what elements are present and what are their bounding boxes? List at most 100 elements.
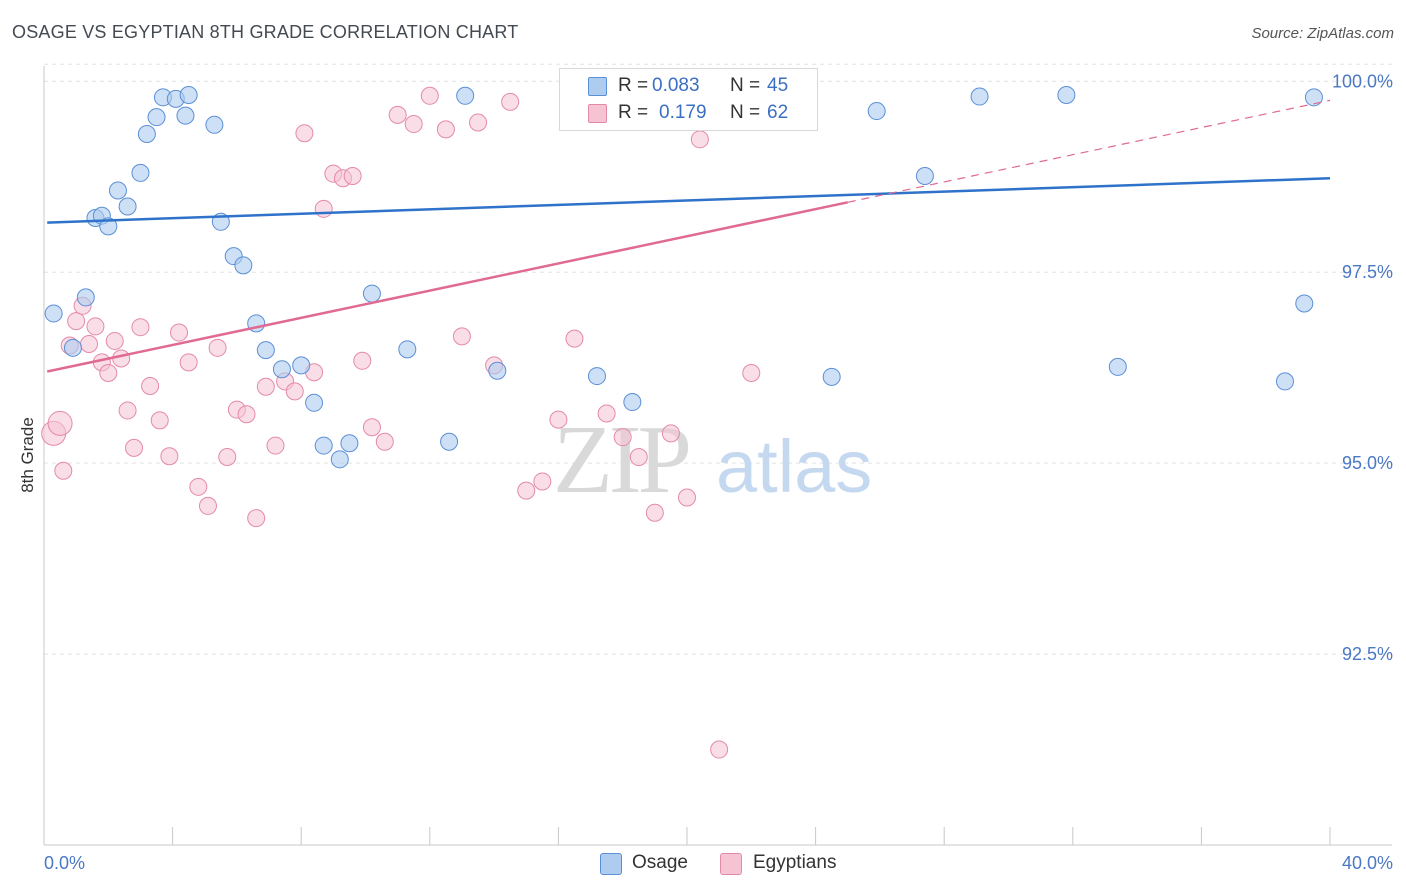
- osage-point: [330, 450, 349, 469]
- osage-point: [292, 356, 311, 375]
- r-value: 0.083: [652, 75, 700, 96]
- osage-point: [179, 86, 198, 105]
- egyptians-point: [549, 410, 568, 429]
- egyptians-point: [67, 312, 86, 331]
- osage-point: [362, 284, 381, 303]
- egyptians-point: [218, 448, 237, 467]
- egyptians-point: [436, 120, 455, 139]
- chart-title: OSAGE VS EGYPTIAN 8TH GRADE CORRELATION …: [12, 22, 519, 42]
- y-tick-label: 95.0%: [1342, 453, 1393, 473]
- osage-point: [118, 197, 137, 216]
- egyptians-point: [661, 424, 680, 443]
- egyptians-point: [613, 428, 632, 447]
- osage-point: [587, 367, 606, 386]
- egyptians-point: [295, 124, 314, 143]
- egyptians-point: [404, 115, 423, 134]
- y-tick-label: 100.0%: [1332, 71, 1393, 91]
- egyptians-point: [118, 401, 137, 420]
- x-tick-label: 0.0%: [44, 853, 85, 873]
- egyptians-point: [565, 329, 584, 348]
- osage-point: [822, 367, 841, 386]
- stats-row-osage: R = 0.083 N = 45: [560, 74, 817, 100]
- egyptians-point: [388, 105, 407, 124]
- egyptians-point: [189, 477, 208, 496]
- x-tick-label: 40.0%: [1342, 853, 1393, 873]
- egyptians-point: [645, 503, 664, 522]
- osage-point: [398, 340, 417, 359]
- watermark: ZIP atlas: [553, 406, 872, 514]
- egyptians-point: [375, 432, 394, 451]
- egyptians-point: [198, 496, 217, 515]
- osage-point: [63, 338, 82, 357]
- egyptians-point: [105, 331, 124, 350]
- osage-legend-label: Osage: [632, 852, 688, 873]
- source-label: Source: ZipAtlas.com: [1251, 25, 1394, 42]
- r-label: R =: [618, 75, 649, 96]
- egyptians-point: [533, 472, 552, 491]
- osage-point: [1275, 372, 1294, 391]
- egyptians-point: [47, 410, 73, 436]
- egyptians-point: [362, 418, 381, 437]
- n-label: N =: [730, 102, 761, 123]
- osage-point: [272, 360, 291, 379]
- osage-point: [1108, 357, 1127, 376]
- egyptians-point: [86, 317, 105, 336]
- egyptians-point: [247, 509, 266, 528]
- osage-point: [456, 86, 475, 105]
- stats-row-egyptians: R = 0.179 N = 62: [560, 101, 817, 127]
- y-tick-labels: 100.0% 97.5% 95.0% 92.5%: [1332, 71, 1393, 664]
- osage-point: [131, 163, 150, 182]
- osage-point: [314, 436, 333, 455]
- egyptians-point: [141, 377, 160, 396]
- osage-point: [1057, 86, 1076, 105]
- egyptians-point: [285, 382, 304, 401]
- egyptians-legend-label: Egyptians: [753, 852, 837, 873]
- egyptians-point: [208, 338, 227, 357]
- egyptians-point: [54, 461, 73, 480]
- osage-point: [440, 432, 459, 451]
- y-tick-label: 92.5%: [1342, 644, 1393, 664]
- watermark-atlas: atlas: [716, 425, 872, 508]
- osage-point: [867, 102, 886, 121]
- n-value: 62: [767, 102, 789, 123]
- egyptians-trend-line: [46, 201, 849, 373]
- grid-lines: [44, 63, 1392, 655]
- osage-legend-swatch: [600, 853, 622, 875]
- egyptians-point: [420, 86, 439, 105]
- osage-point: [147, 108, 166, 127]
- egyptians-swatch: [588, 104, 607, 123]
- egyptians-point: [170, 323, 189, 342]
- egyptians-point: [256, 377, 275, 396]
- egyptians-point: [179, 353, 198, 372]
- osage-point: [915, 166, 934, 185]
- y-tick-label: 97.5%: [1342, 262, 1393, 282]
- osage-point: [234, 256, 253, 275]
- osage-point: [99, 217, 118, 236]
- egyptians-trend-extension: [847, 99, 1331, 203]
- egyptians-legend-swatch: [720, 853, 742, 875]
- osage-point: [340, 434, 359, 453]
- osage-point: [970, 87, 989, 106]
- egyptians-point: [112, 349, 131, 368]
- osage-point: [176, 106, 195, 125]
- egyptians-point: [314, 199, 333, 218]
- egyptians-point: [517, 481, 536, 500]
- egyptians-point: [343, 166, 362, 185]
- stats-legend: R = 0.083 N = 45 R = 0.179 N = 62: [559, 68, 818, 131]
- osage-point: [256, 341, 275, 360]
- osage-point: [1304, 88, 1323, 107]
- x-tick-labels: 0.0% 40.0%: [44, 853, 1393, 873]
- egyptians-point: [742, 364, 761, 383]
- egyptians-point: [160, 447, 179, 466]
- egyptians-point: [266, 436, 285, 455]
- egyptians-point: [678, 488, 696, 507]
- osage-point: [305, 393, 324, 412]
- axes: [43, 66, 1392, 846]
- osage-point: [623, 393, 642, 412]
- egyptians-point: [469, 113, 488, 132]
- egyptians-point: [131, 318, 150, 337]
- egyptians-point: [452, 327, 471, 346]
- egyptians-point: [353, 351, 372, 370]
- osage-point: [1295, 294, 1314, 313]
- egyptians-point: [99, 364, 118, 383]
